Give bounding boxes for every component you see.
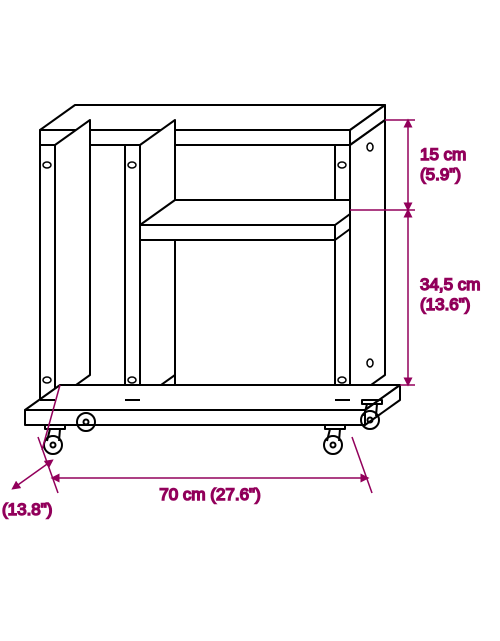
dim-heights: 15 cm (5.9") 34,5 cm (13.6") [350,120,480,385]
dim-width: 70 cm (27.6") [38,437,372,504]
dim-h1-b: (5.9") [420,165,461,184]
furniture-dimension-diagram: 70 cm (27.6") (13.8") 15 cm (5.9") 34,5 … [0,0,500,641]
dim-h2-b: (13.6") [420,295,470,314]
dim-width-label: 70 cm (27.6") [159,485,260,504]
furniture-outline [25,105,400,454]
dowel-marks [43,143,373,383]
interior-shelf [140,200,350,240]
top-board [40,105,385,145]
dim-h2-a: 34,5 cm [420,275,480,294]
dim-depth-label: (13.8") [2,500,52,519]
dim-h1-a: 15 cm [420,145,466,164]
